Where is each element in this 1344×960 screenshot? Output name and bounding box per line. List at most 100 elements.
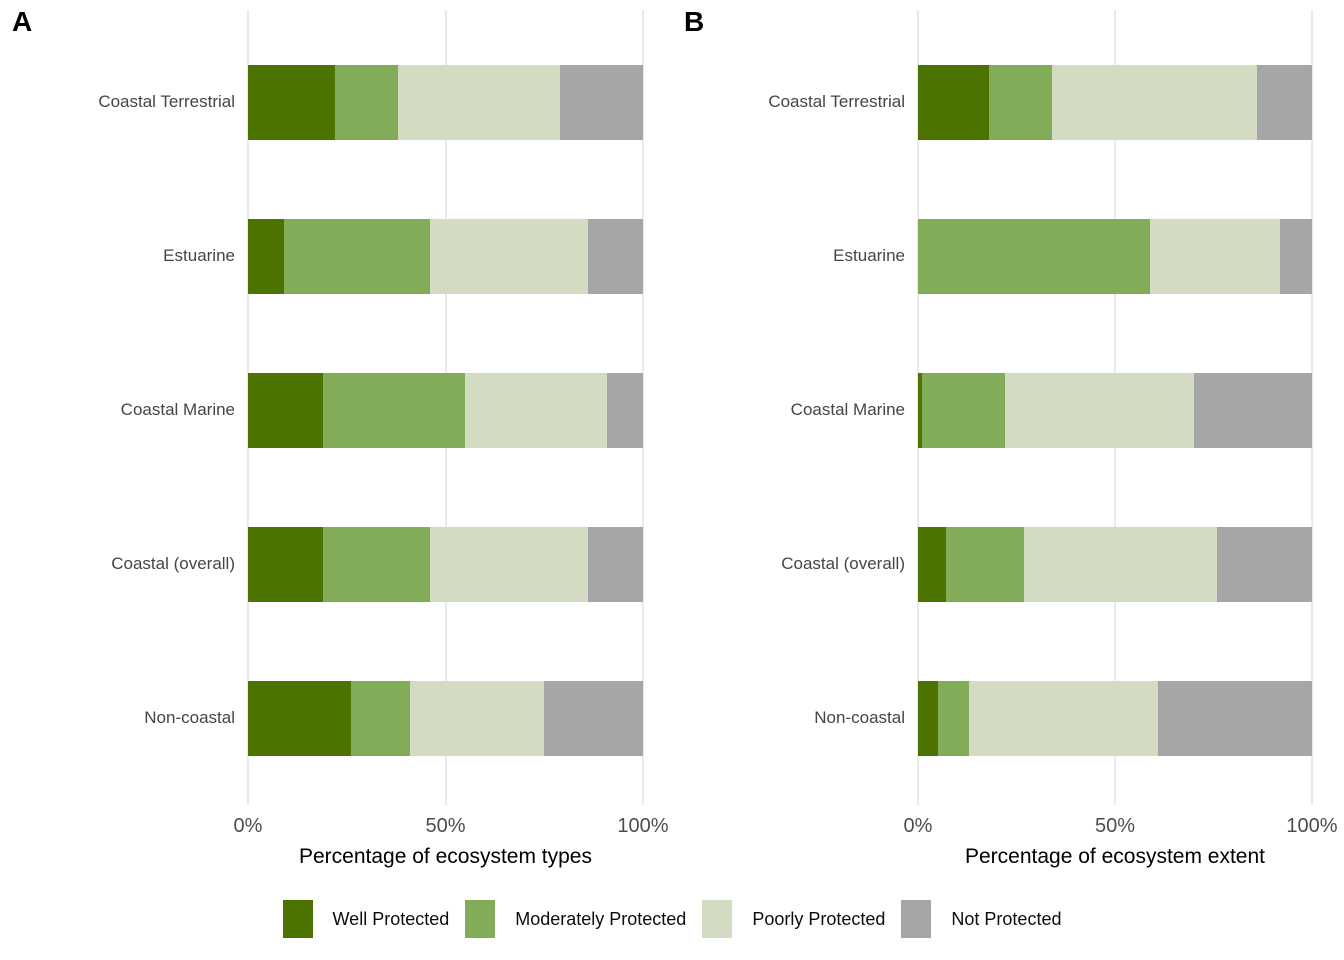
legend-label: Not Protected: [951, 908, 1062, 929]
category-label: Estuarine: [163, 246, 235, 265]
bar-track: [248, 526, 643, 602]
legend-item: Moderately Protected: [465, 900, 686, 938]
bar-segment-moderately-protected: [323, 372, 466, 448]
bar-segment-poorly-protected: [398, 64, 561, 140]
legend-item: Well Protected: [282, 900, 450, 938]
x-tick-label: 50%: [1094, 815, 1136, 837]
legend-label: Well Protected: [332, 908, 450, 929]
bar-segment-not-protected: [1280, 218, 1312, 294]
bar-segment-not-protected: [560, 64, 643, 140]
bar-segment-not-protected: [587, 218, 643, 294]
bar-segment-not-protected: [1217, 526, 1312, 602]
x-tick-label: 100%: [1286, 815, 1338, 837]
bar-row: Non-coastal: [672, 641, 1344, 795]
panel-b-bars: Coastal Terrestrial Estuarine Coastal Mari…: [672, 25, 1344, 795]
bar-row: Coastal Marine: [0, 333, 672, 487]
bar-row: Coastal (overall): [0, 487, 672, 641]
bar-segment-poorly-protected: [409, 680, 545, 756]
bar-track: [918, 64, 1312, 140]
bar-segment-poorly-protected: [1004, 372, 1194, 448]
bar-segment-well-protected: [248, 680, 351, 756]
bar-segment-moderately-protected: [350, 680, 410, 756]
bar-segment-moderately-protected: [945, 526, 1025, 602]
panel-b: B Coastal Terrestrial Estuarine Coastal Ma…: [672, 0, 1344, 869]
panel-a: A Coastal Terrestrial Estuarine Coastal Ma…: [0, 0, 672, 869]
category-label: Coastal (overall): [781, 554, 905, 573]
bar-segment-poorly-protected: [969, 680, 1159, 756]
bar-segment-moderately-protected: [334, 64, 399, 140]
bar-segment-well-protected: [918, 680, 938, 756]
panel-b-x-axis-title: Percentage of ecosystem extent: [965, 845, 1265, 868]
legend: Well Protected Moderately Protected Poorly…: [0, 900, 1344, 938]
x-tick-label: 0%: [233, 815, 263, 837]
x-tick-label: 0%: [903, 815, 933, 837]
bar-segment-poorly-protected: [429, 526, 588, 602]
bar-track: [918, 218, 1312, 294]
legend-label: Moderately Protected: [515, 908, 687, 929]
legend-key-swatch: [702, 900, 733, 938]
bar-segment-moderately-protected: [988, 64, 1052, 140]
bar-segment-well-protected: [248, 372, 324, 448]
panel-a-x-axis-title: Percentage of ecosystem types: [299, 845, 592, 868]
bar-track: [248, 372, 643, 448]
bar-segment-moderately-protected: [323, 526, 430, 602]
panel-a-bars: Coastal Terrestrial Estuarine Coastal Mari…: [0, 25, 672, 795]
bar-segment-not-protected: [1158, 680, 1312, 756]
panel-a-plot-area: Coastal Terrestrial Estuarine Coastal Mari…: [0, 10, 672, 805]
bar-segment-well-protected: [918, 526, 946, 602]
bar-segment-moderately-protected: [918, 218, 1151, 294]
bar-segment-poorly-protected: [465, 372, 608, 448]
x-tick-label: 100%: [617, 815, 669, 837]
legend-key-swatch: [282, 900, 313, 938]
bar-row: Coastal Marine: [672, 333, 1344, 487]
category-label: Non-coastal: [814, 708, 905, 727]
legend-item: Poorly Protected: [702, 900, 885, 938]
bar-track: [248, 64, 643, 140]
panel-container: A Coastal Terrestrial Estuarine Coastal Ma…: [0, 0, 1344, 869]
panel-b-letter: B: [684, 6, 705, 37]
category-label: Coastal Marine: [120, 400, 235, 419]
category-label: Coastal Terrestrial: [98, 92, 235, 111]
bar-segment-not-protected: [1193, 372, 1312, 448]
category-label: Coastal (overall): [111, 554, 235, 573]
bar-segment-not-protected: [1256, 64, 1312, 140]
bar-segment-not-protected: [544, 680, 643, 756]
panel-b-x-axis: 0% 50% 100%: [904, 805, 1338, 845]
category-label: Estuarine: [833, 246, 905, 265]
category-label: Coastal Terrestrial: [768, 92, 905, 111]
bar-segment-poorly-protected: [1150, 218, 1281, 294]
bar-segment-well-protected: [918, 64, 989, 140]
category-label: Coastal Marine: [790, 400, 905, 419]
panel-a-x-axis: 0% 50% 100%: [234, 805, 669, 845]
panel-a-letter: A: [12, 6, 33, 37]
gridline: [642, 10, 644, 805]
bar-segment-poorly-protected: [1051, 64, 1257, 140]
bar-segment-poorly-protected: [1024, 526, 1218, 602]
bar-segment-well-protected: [248, 64, 335, 140]
category-label: Non-coastal: [144, 708, 235, 727]
bar-segment-moderately-protected: [937, 680, 970, 756]
x-tick-label: 50%: [425, 815, 466, 837]
bar-segment-not-protected: [587, 526, 643, 602]
bar-track: [248, 680, 643, 756]
bar-segment-well-protected: [248, 526, 324, 602]
bar-segment-well-protected: [918, 372, 922, 448]
bar-track: [918, 372, 1312, 448]
bar-row: Non-coastal: [0, 641, 672, 795]
bar-track: [248, 218, 643, 294]
gridline: [1311, 10, 1313, 805]
legend-key-swatch: [465, 900, 496, 938]
legend-item: Not Protected: [901, 900, 1061, 938]
bar-track: [918, 526, 1312, 602]
bar-segment-poorly-protected: [429, 218, 588, 294]
legend-label: Poorly Protected: [752, 908, 886, 929]
bar-track: [918, 680, 1312, 756]
bar-segment-not-protected: [607, 372, 643, 448]
bar-segment-moderately-protected: [283, 218, 430, 294]
bar-row: Coastal Terrestrial: [0, 25, 672, 179]
bar-row: Coastal Terrestrial: [672, 25, 1344, 179]
bar-segment-moderately-protected: [921, 372, 1005, 448]
bar-row: Estuarine: [0, 179, 672, 333]
bar-row: Estuarine: [672, 179, 1344, 333]
